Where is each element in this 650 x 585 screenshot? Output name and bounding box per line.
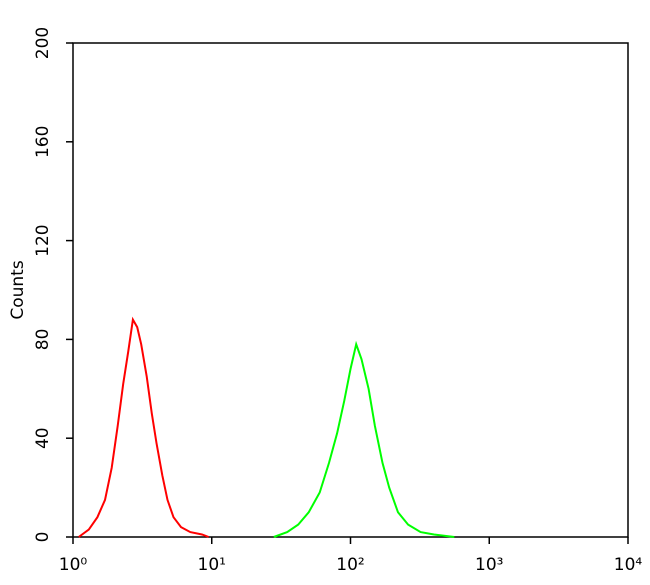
x-tick-label: 10³: [475, 555, 503, 575]
x-tick-label: 10⁴: [614, 555, 643, 575]
histogram-line: [78, 316, 210, 538]
y-tick-label: 0: [33, 532, 53, 543]
plot-frame: [72, 42, 629, 538]
x-tick-label: 10⁰: [59, 555, 88, 575]
y-tick-label: 160: [33, 126, 53, 158]
y-tick-label: 200: [33, 27, 53, 59]
x-tick-label: 10²: [336, 555, 364, 575]
y-tick-label: 80: [33, 329, 53, 351]
y-tick-label: 40: [33, 427, 53, 449]
y-axis-label: Counts: [8, 260, 28, 319]
histogram-line: [273, 340, 455, 538]
x-tick-label: 10¹: [198, 555, 226, 575]
y-tick-label: 120: [33, 224, 53, 256]
